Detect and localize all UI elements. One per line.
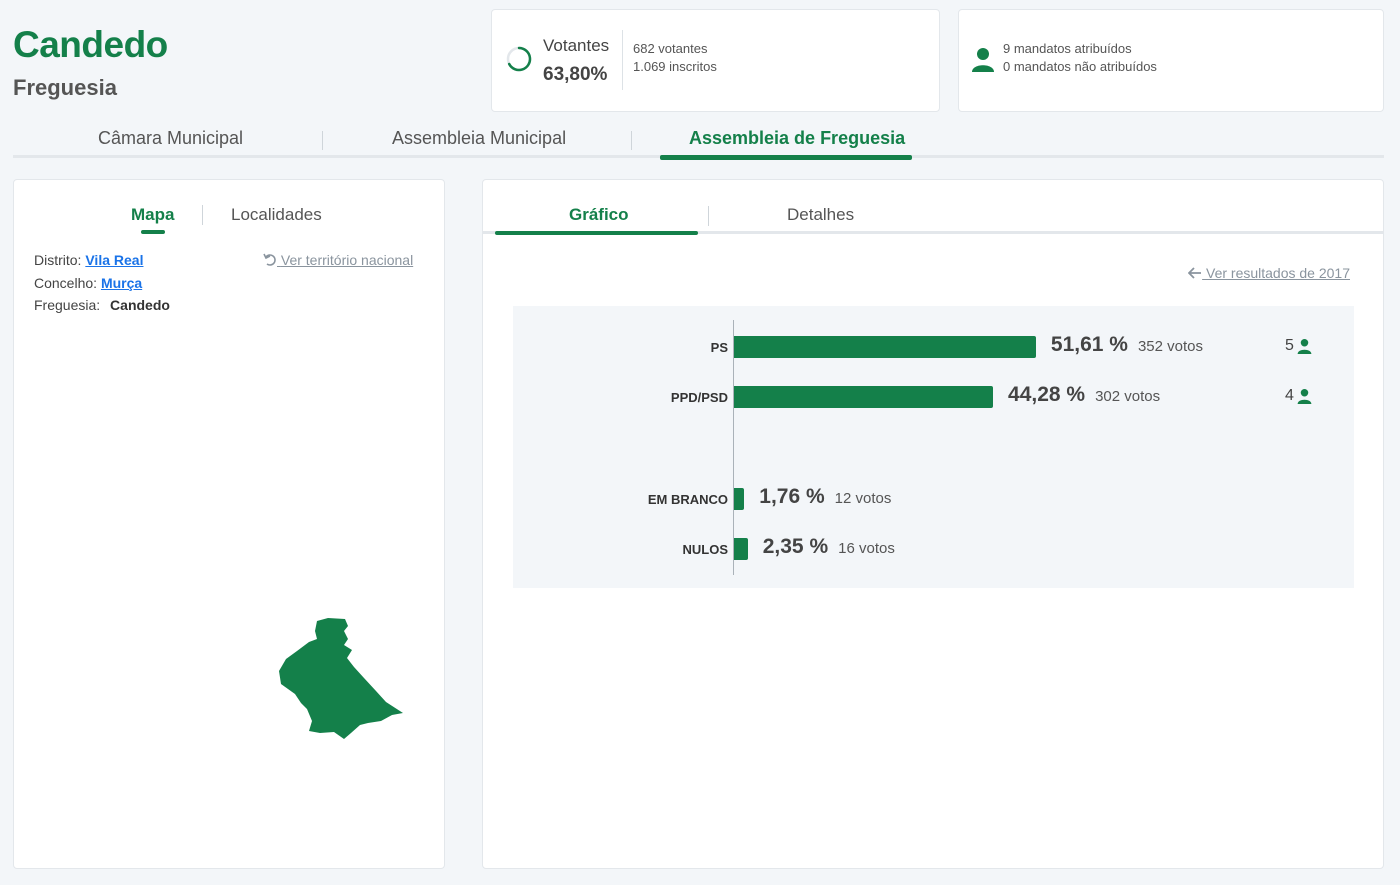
previous-results-link[interactable]: Ver resultados de 2017 [1187, 265, 1350, 281]
arrow-left-icon [1187, 267, 1202, 279]
national-territory-label: Ver território nacional [280, 252, 414, 268]
bar-percent-label: 1,76 % [759, 485, 825, 508]
tab-localidades[interactable]: Localidades [231, 205, 322, 224]
active-tab-indicator [660, 155, 912, 160]
council-link[interactable]: Murça [100, 275, 143, 291]
tab-separator [708, 206, 709, 226]
active-tab-indicator [495, 231, 698, 235]
district-link[interactable]: Vila Real [85, 252, 144, 268]
bar-votes-label: 16 votos [838, 540, 895, 557]
parish-map[interactable] [270, 612, 410, 744]
tab-detalhes[interactable]: Detalhes [787, 205, 855, 224]
council-label: Concelho: [34, 275, 98, 291]
bar-value: 2,35 % 16 votos [763, 535, 895, 559]
bar [734, 386, 994, 408]
bar-value: 44,28 % 302 votos [1008, 383, 1160, 407]
seats-count: 5 [1285, 337, 1312, 355]
bar [734, 538, 748, 560]
voters-divider [622, 30, 623, 90]
bar-label: NULOS [682, 542, 729, 557]
bar-percent-label: 44,28 % [1008, 383, 1086, 406]
bar-votes-label: 352 votos [1137, 338, 1204, 355]
tab-separator [202, 205, 203, 225]
parish-value: Candedo [110, 297, 170, 313]
tab-assembleia-municipal[interactable]: Assembleia Municipal [392, 128, 567, 148]
bar-label: PS [710, 340, 728, 355]
voters-label: Votantes [543, 36, 610, 55]
page-subtitle: Freguesia [13, 75, 117, 100]
district-label: Distrito: [34, 252, 82, 268]
mandates-card [958, 9, 1384, 112]
user-icon [1297, 338, 1312, 354]
bar-votes-label: 12 votos [834, 490, 892, 507]
user-icon [1297, 388, 1312, 404]
results-tabs-track [483, 231, 1383, 234]
bar-label: PPD/PSD [670, 390, 728, 405]
bar [734, 336, 1036, 358]
tab-mapa[interactable]: Mapa [131, 205, 175, 224]
bar-percent-label: 51,61 % [1050, 333, 1128, 356]
turnout-progress-icon [506, 46, 532, 72]
mandates-unassigned: 0 mandatos não atribuídos [1003, 59, 1157, 74]
bar-votes-label: 302 votos [1095, 388, 1161, 405]
previous-results-label: Ver resultados de 2017 [1206, 265, 1350, 281]
seats-number: 4 [1285, 387, 1294, 404]
tab-separator [631, 131, 632, 150]
tab-grafico[interactable]: Gráfico [569, 205, 629, 224]
chart-axis [733, 320, 734, 575]
undo-icon [263, 253, 276, 266]
user-icon [972, 48, 994, 72]
bar-value: 1,76 % 12 votos [759, 485, 891, 509]
district-row: Distrito: Vila Real [34, 252, 143, 268]
seats-number: 5 [1285, 337, 1294, 354]
bar-value: 51,61 % 352 votos [1051, 333, 1203, 357]
turnout-percent: 63,80% [543, 64, 608, 85]
bar-label: EM BRANCO [647, 492, 728, 507]
active-tab-indicator [141, 230, 165, 234]
registered-count: 1.069 inscritos [633, 59, 717, 74]
tab-camara-municipal[interactable]: Câmara Municipal [98, 128, 244, 148]
page-title: Candedo [13, 24, 168, 65]
parish-label: Freguesia: [34, 297, 101, 313]
bar [734, 488, 745, 510]
council-row: Concelho: Murça [34, 275, 142, 291]
map-panel [13, 179, 445, 869]
national-territory-link[interactable]: Ver território nacional [263, 252, 413, 268]
mandates-assigned: 9 mandatos atribuídos [1003, 41, 1132, 56]
seats-count: 4 [1285, 387, 1312, 405]
parish-row: Freguesia: Candedo [34, 297, 170, 313]
voters-count: 682 votantes [633, 41, 708, 56]
voters-card [491, 9, 940, 112]
bar-percent-label: 2,35 % [762, 535, 829, 558]
tab-assembleia-freguesia[interactable]: Assembleia de Freguesia [689, 128, 906, 148]
tab-separator [322, 131, 323, 150]
